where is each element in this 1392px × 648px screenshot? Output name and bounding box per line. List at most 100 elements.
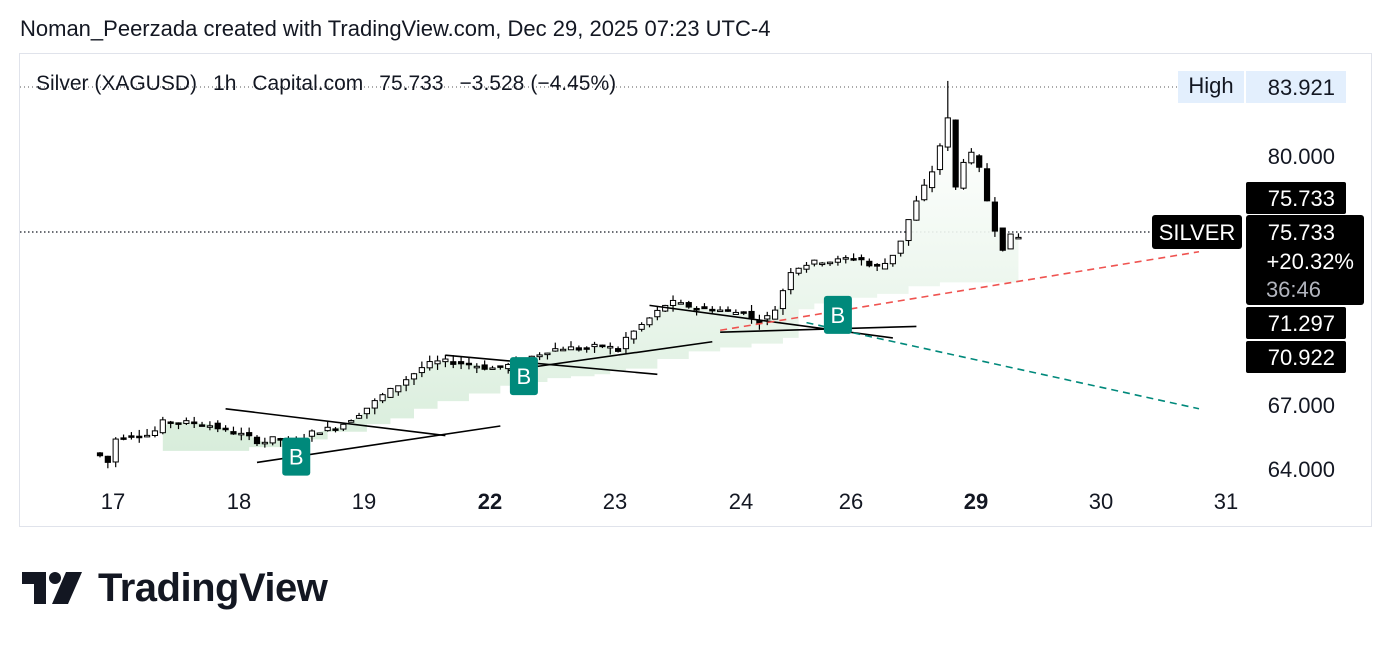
support-area	[162, 127, 1019, 451]
symbol-tag-box	[1152, 215, 1242, 249]
time-tick-31: 31	[1214, 489, 1238, 514]
candle-body-up	[206, 425, 214, 428]
price-chart[interactable]: High 83.921 80.000 67.000 64.000 75.733 …	[0, 0, 1392, 540]
candle	[866, 258, 873, 268]
time-tick-23: 23	[603, 489, 627, 514]
candle	[960, 158, 967, 190]
candle	[159, 416, 166, 435]
candle	[944, 80, 951, 152]
candle	[976, 154, 983, 173]
candle	[379, 392, 386, 404]
brand-name: TradingView	[98, 565, 328, 610]
candle	[913, 195, 920, 221]
candle-body-up	[151, 430, 159, 436]
buy-marker-box	[282, 437, 311, 476]
candle	[599, 344, 606, 349]
candle-body-up	[410, 373, 418, 380]
high-value: 83.921	[1268, 75, 1335, 100]
buy-marker-label: B	[289, 445, 304, 470]
time-tick-30: 30	[1089, 489, 1113, 514]
candle-body-up	[434, 360, 441, 365]
candle-body-down	[253, 436, 261, 445]
candle-body-up	[811, 259, 818, 265]
candle-body-up	[591, 343, 598, 348]
time-tick-22: 22	[478, 489, 502, 514]
candle	[795, 267, 802, 276]
candle	[481, 360, 488, 371]
price-axis[interactable]: High 83.921 80.000 67.000 64.000 75.733 …	[1152, 71, 1364, 482]
candle-body-up	[732, 311, 739, 315]
candle	[850, 253, 857, 262]
candle-body-up	[489, 367, 496, 370]
candle-body-down	[198, 424, 206, 427]
candle	[465, 357, 473, 370]
candle	[96, 452, 104, 458]
candle	[748, 304, 755, 324]
candle-body-down	[175, 422, 182, 425]
high-label-box	[1178, 71, 1244, 103]
candle-body-up	[795, 267, 802, 274]
buy-marker-3[interactable]: B	[823, 295, 852, 334]
buy-marker-label: B	[831, 303, 846, 328]
candle	[724, 306, 732, 312]
candle	[567, 341, 575, 351]
candle	[332, 427, 339, 433]
projection-red	[720, 250, 1200, 332]
candle-body-up	[929, 171, 936, 189]
candle-body-up	[677, 302, 684, 305]
trendline-6	[720, 325, 917, 333]
candle	[991, 197, 998, 237]
time-axis[interactable]: 17 18 19 22 23 24 26 29 30 31	[101, 489, 1238, 514]
trendline-1	[225, 407, 446, 437]
candle-body-down	[575, 347, 582, 351]
time-tick-26: 26	[839, 489, 863, 514]
candle	[858, 254, 865, 266]
candle	[403, 376, 410, 392]
level-2-label: 70.922	[1268, 345, 1335, 370]
candle-body-up	[669, 299, 677, 306]
candle	[316, 432, 323, 436]
candle-body-down	[693, 307, 700, 311]
candle	[418, 361, 425, 378]
level-2-box	[1246, 341, 1346, 373]
tradingview-logo-icon	[22, 572, 82, 604]
candle-body-up	[395, 385, 402, 393]
candle-body-down	[128, 435, 135, 438]
candle	[905, 219, 912, 246]
level-1-label: 71.297	[1268, 311, 1335, 336]
candle-body-down	[701, 306, 708, 310]
candle	[308, 429, 316, 442]
candle-body-up	[238, 432, 245, 436]
candle	[615, 346, 622, 353]
candle	[136, 429, 143, 443]
candle	[1015, 233, 1022, 240]
candle	[434, 355, 441, 370]
buy-marker-1[interactable]: B	[282, 437, 311, 476]
legend-interval[interactable]: 1h	[213, 72, 237, 95]
candle-body-up	[638, 323, 645, 330]
candle-body-down	[230, 431, 237, 435]
candle-body-up	[340, 423, 347, 430]
candle	[842, 255, 849, 264]
candle	[348, 419, 355, 423]
legend-symbol[interactable]: Silver (XAGUSD)	[36, 72, 198, 95]
candle	[779, 288, 787, 315]
chart-legend[interactable]: Silver (XAGUSD) 1h Capital.com 75.733 −3.528…	[36, 72, 632, 96]
candle-body-up	[324, 426, 331, 432]
candle	[206, 421, 214, 431]
candle-body-down	[866, 260, 873, 267]
tradingview-brand[interactable]: TradingView	[22, 565, 328, 610]
trendline-4	[508, 340, 713, 372]
candle-body-up	[544, 352, 551, 356]
candle	[253, 435, 261, 447]
buy-marker-2[interactable]: B	[509, 357, 538, 396]
candle	[104, 455, 111, 469]
high-label: High	[1188, 73, 1233, 98]
candle	[167, 420, 174, 429]
candle	[387, 387, 394, 398]
buy-marker-box	[509, 357, 538, 396]
candle	[175, 422, 182, 430]
candle	[324, 421, 331, 432]
candle-body-down	[214, 422, 221, 430]
candle	[560, 346, 567, 352]
